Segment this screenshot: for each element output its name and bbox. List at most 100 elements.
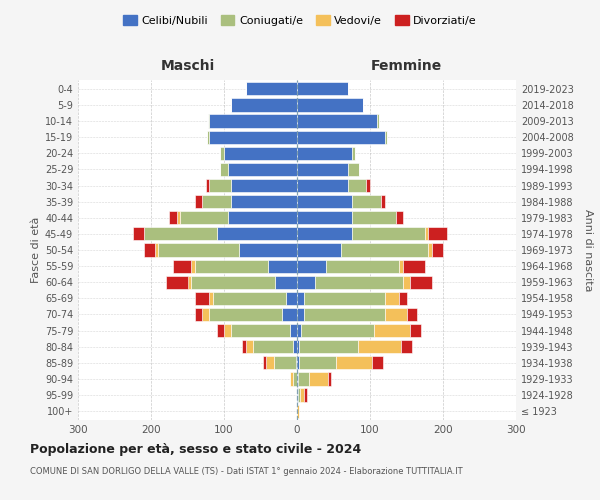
Bar <box>428 244 432 256</box>
Text: COMUNE DI SAN DORLIGO DELLA VALLE (TS) - Dati ISTAT 1° gennaio 2024 - Elaborazio: COMUNE DI SAN DORLIGO DELLA VALLE (TS) -… <box>30 468 463 476</box>
Bar <box>299 356 335 370</box>
Bar <box>432 244 443 256</box>
Bar <box>297 211 352 224</box>
Bar <box>399 260 403 272</box>
Bar <box>297 340 299 353</box>
Bar <box>176 211 180 224</box>
Bar <box>301 324 374 337</box>
Bar <box>195 308 202 321</box>
Bar <box>297 372 298 386</box>
Bar <box>352 211 395 224</box>
Bar <box>224 146 297 160</box>
Bar <box>297 163 348 176</box>
Bar <box>232 179 297 192</box>
Y-axis label: Anni di nascita: Anni di nascita <box>583 208 593 291</box>
Bar <box>275 276 297 289</box>
Bar <box>395 211 403 224</box>
Bar <box>220 146 224 160</box>
Bar <box>224 324 232 337</box>
Bar <box>341 244 428 256</box>
Bar <box>232 195 297 208</box>
Bar <box>300 388 304 402</box>
Bar <box>372 356 383 370</box>
Bar <box>207 130 209 144</box>
Bar <box>158 244 239 256</box>
Bar <box>297 98 363 112</box>
Bar <box>213 292 286 305</box>
Bar <box>232 324 290 337</box>
Bar <box>335 356 372 370</box>
Bar <box>206 179 209 192</box>
Bar <box>381 195 385 208</box>
Bar <box>348 163 359 176</box>
Bar <box>191 260 195 272</box>
Bar <box>299 340 358 353</box>
Bar <box>217 324 224 337</box>
Bar <box>374 324 410 337</box>
Bar <box>410 276 432 289</box>
Bar <box>297 260 326 272</box>
Bar <box>377 114 379 128</box>
Bar <box>195 195 202 208</box>
Text: Maschi: Maschi <box>160 60 215 74</box>
Bar <box>209 292 213 305</box>
Bar <box>297 82 348 96</box>
Bar <box>286 292 297 305</box>
Bar <box>227 211 297 224</box>
Bar <box>297 228 352 240</box>
Bar <box>297 179 348 192</box>
Bar <box>202 195 232 208</box>
Bar <box>155 244 158 256</box>
Bar <box>297 292 304 305</box>
Bar <box>144 244 155 256</box>
Bar <box>348 179 367 192</box>
Bar <box>293 340 297 353</box>
Bar <box>352 228 425 240</box>
Bar <box>297 130 385 144</box>
Bar <box>169 211 176 224</box>
Bar <box>232 98 297 112</box>
Bar <box>195 292 209 305</box>
Bar <box>290 324 297 337</box>
Bar <box>144 228 217 240</box>
Bar <box>298 372 310 386</box>
Text: Popolazione per età, sesso e stato civile - 2024: Popolazione per età, sesso e stato civil… <box>30 442 361 456</box>
Bar <box>297 388 298 402</box>
Bar <box>188 276 191 289</box>
Bar <box>166 276 188 289</box>
Bar <box>296 356 297 370</box>
Bar <box>358 340 401 353</box>
Bar <box>385 292 399 305</box>
Bar <box>209 130 297 144</box>
Bar <box>304 388 307 402</box>
Bar <box>227 163 297 176</box>
Bar <box>297 276 315 289</box>
Bar <box>328 372 331 386</box>
Bar <box>290 372 293 386</box>
Bar <box>209 114 297 128</box>
Bar <box>297 244 341 256</box>
Bar <box>403 260 425 272</box>
Bar <box>246 82 297 96</box>
Bar <box>297 356 299 370</box>
Bar <box>385 130 387 144</box>
Legend: Celibi/Nubili, Coniugati/e, Vedovi/e, Divorziati/e: Celibi/Nubili, Coniugati/e, Vedovi/e, Di… <box>119 10 481 30</box>
Bar <box>217 228 297 240</box>
Bar <box>401 340 412 353</box>
Bar <box>202 308 209 321</box>
Text: Femmine: Femmine <box>371 60 442 74</box>
Bar <box>297 195 352 208</box>
Bar <box>297 404 299 417</box>
Bar <box>399 292 407 305</box>
Bar <box>209 179 232 192</box>
Bar <box>352 146 355 160</box>
Bar <box>246 340 253 353</box>
Bar <box>195 260 268 272</box>
Bar <box>180 211 227 224</box>
Bar <box>239 244 297 256</box>
Bar <box>385 308 407 321</box>
Bar <box>410 324 421 337</box>
Bar <box>326 260 399 272</box>
Bar <box>263 356 266 370</box>
Bar <box>315 276 403 289</box>
